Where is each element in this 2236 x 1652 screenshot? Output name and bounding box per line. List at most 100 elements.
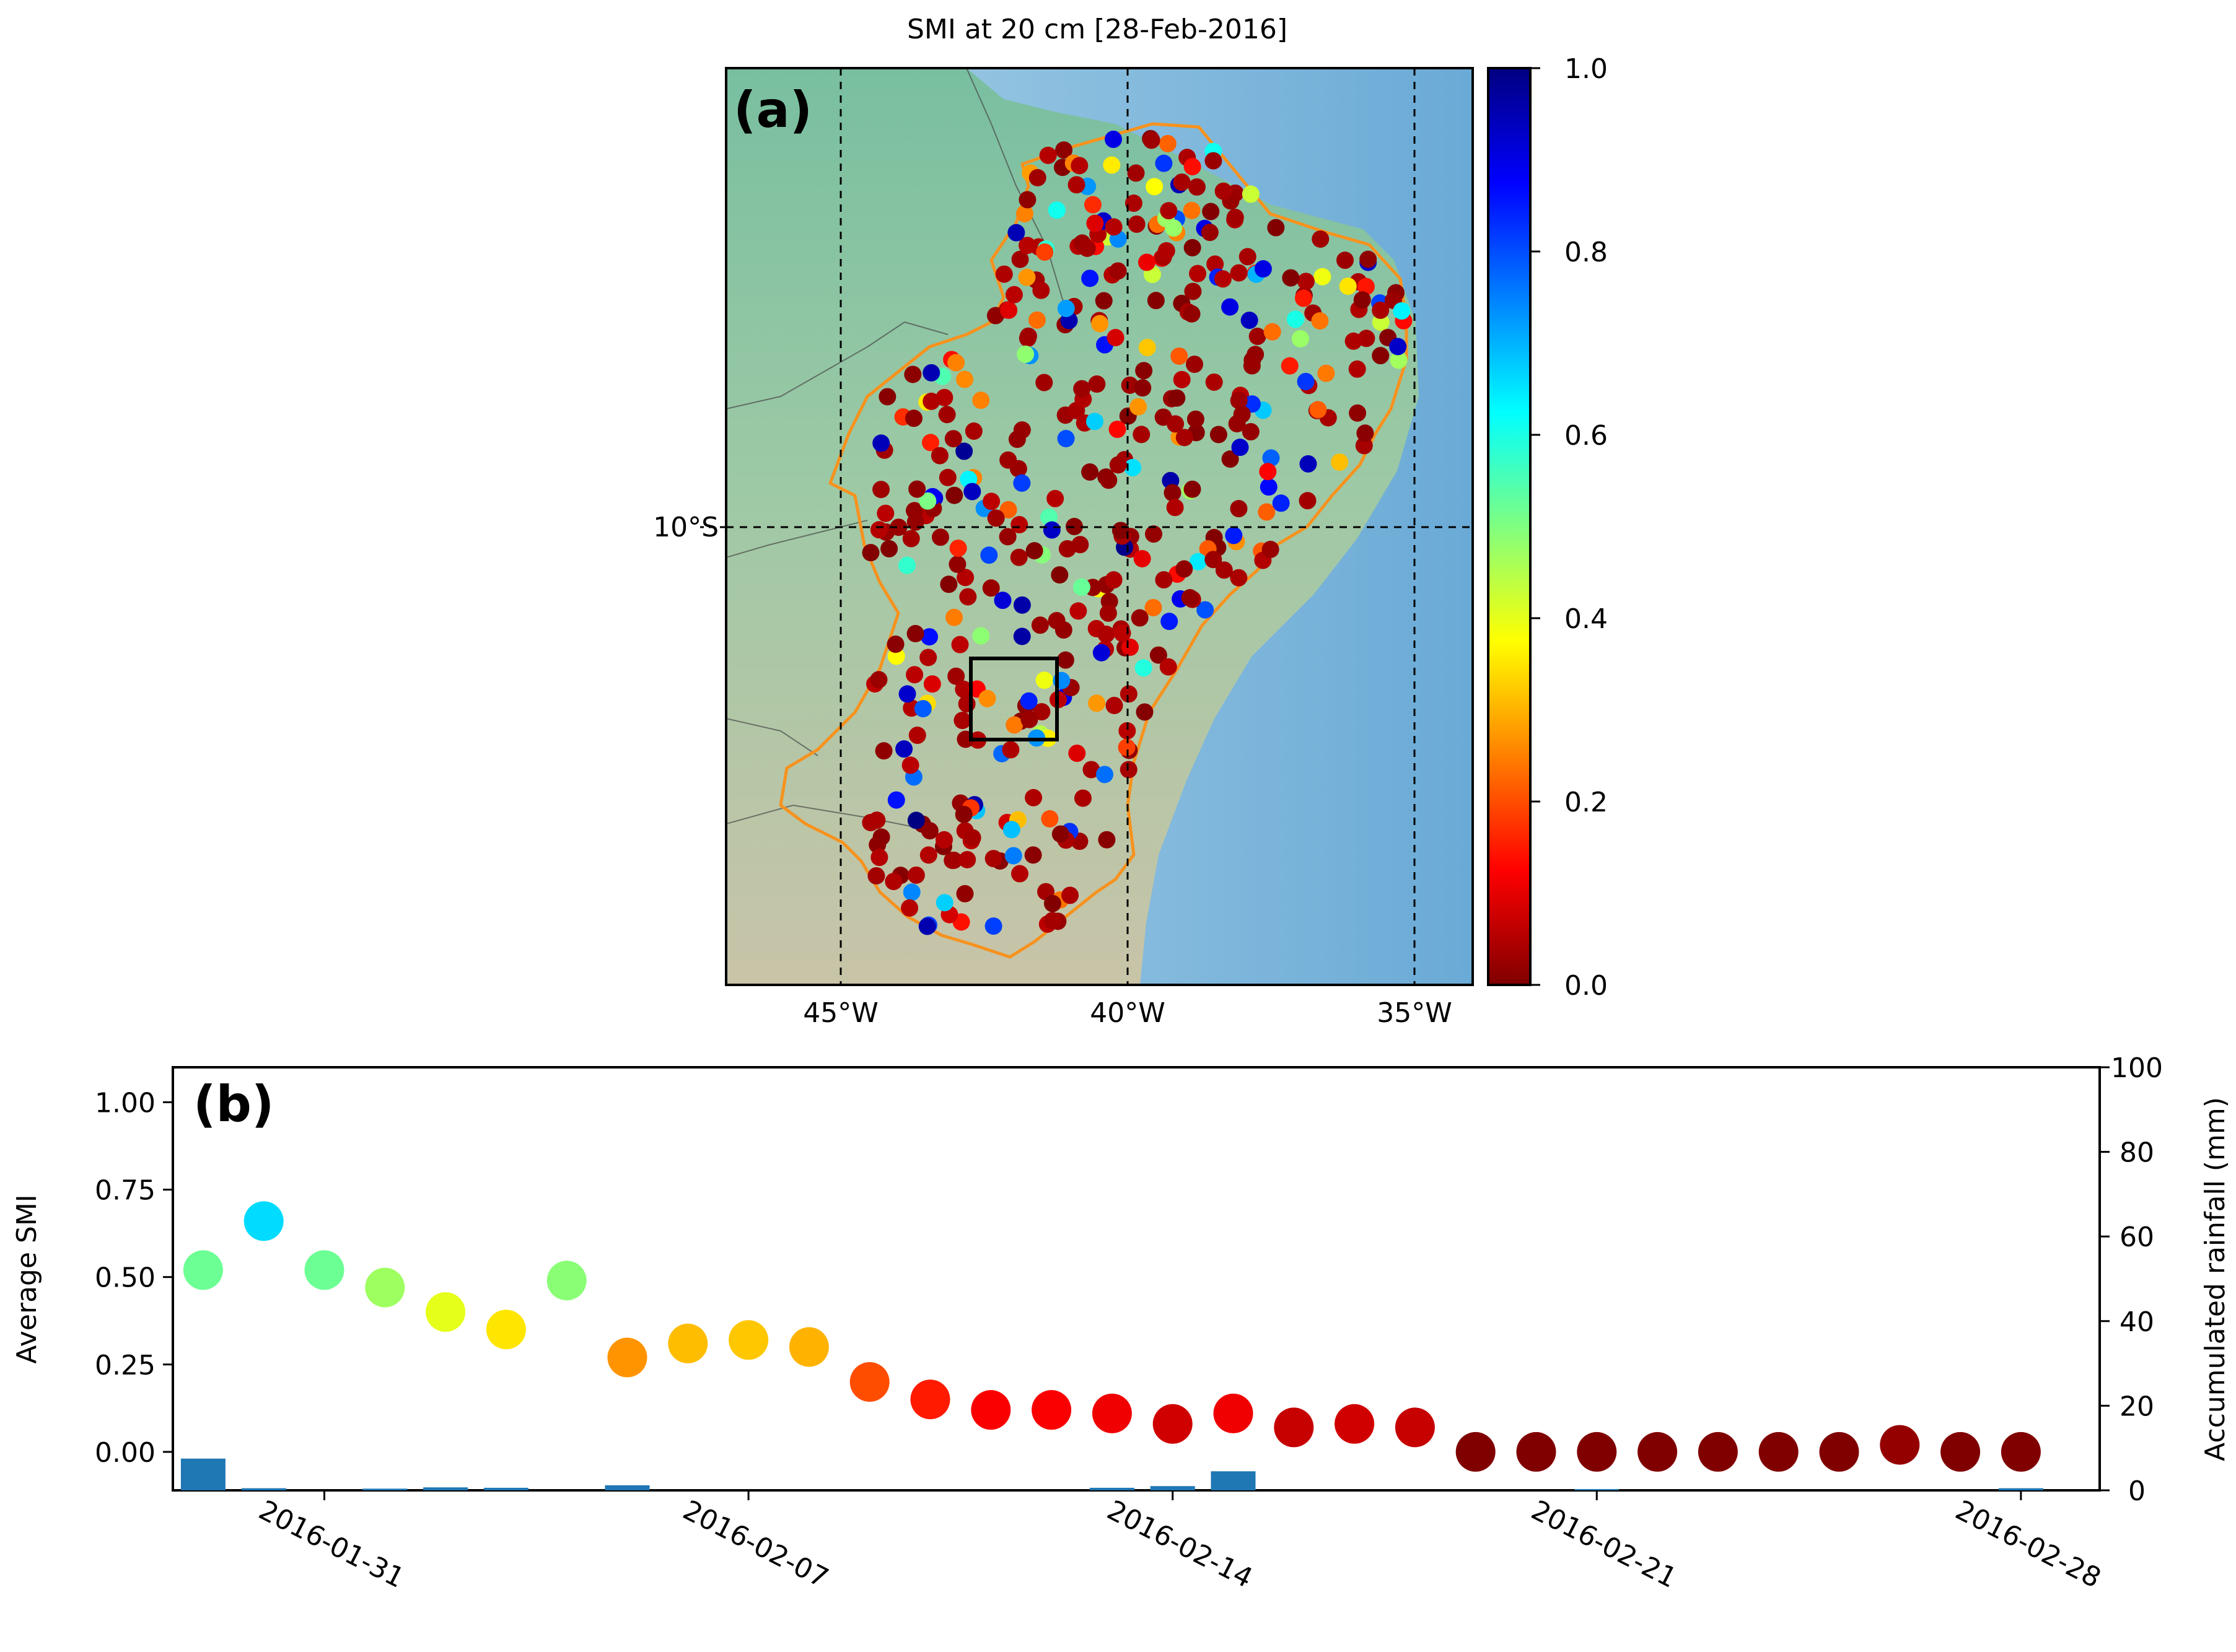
station-marker [1002, 821, 1020, 839]
station-marker [1188, 178, 1206, 196]
station-marker [983, 492, 1001, 510]
station-marker [1230, 500, 1248, 518]
station-marker [984, 917, 1002, 935]
station-marker [1294, 289, 1312, 307]
station-marker [1359, 250, 1377, 268]
station-marker [1204, 152, 1222, 170]
station-marker [1048, 201, 1066, 219]
station-marker [1204, 551, 1222, 569]
station-marker [898, 556, 916, 574]
station-marker [1105, 130, 1123, 148]
station-marker [940, 575, 958, 593]
station-marker [1389, 338, 1407, 356]
smi-point [1880, 1425, 1920, 1465]
station-marker [1011, 250, 1029, 268]
station-marker [1013, 627, 1031, 645]
station-marker [1025, 789, 1043, 806]
station-marker [1230, 569, 1248, 587]
station-marker [1221, 298, 1239, 316]
rainfall-bar [423, 1487, 468, 1490]
station-marker [931, 447, 949, 465]
station-marker [1109, 262, 1127, 280]
station-marker [1240, 312, 1258, 330]
station-marker [1168, 389, 1186, 407]
station-marker [1000, 301, 1018, 319]
station-marker [902, 530, 920, 548]
station-marker [959, 588, 977, 606]
station-marker [1020, 710, 1038, 728]
right-tick-label: 80 [2120, 1137, 2154, 1169]
station-marker [1317, 364, 1335, 382]
station-marker [1186, 356, 1203, 374]
station-marker [1142, 131, 1160, 149]
station-marker [984, 850, 1002, 868]
station-marker [1100, 471, 1118, 489]
station-marker [1073, 380, 1091, 398]
station-marker [1057, 299, 1075, 317]
station-marker [1282, 269, 1300, 287]
station-marker [980, 546, 998, 564]
station-marker [907, 866, 925, 884]
right-tick-label: 60 [2120, 1222, 2154, 1253]
station-marker [1120, 685, 1138, 703]
station-marker [1260, 478, 1278, 496]
station-marker [1031, 616, 1049, 634]
right-tick-label: 40 [2120, 1306, 2154, 1338]
station-marker [1129, 398, 1147, 416]
station-marker [1086, 214, 1104, 232]
station-marker [905, 409, 923, 427]
colorbar-tick-label: 1.0 [1564, 53, 1608, 85]
station-marker [955, 805, 973, 823]
station-marker [1149, 646, 1167, 664]
station-marker [1019, 191, 1037, 209]
station-marker [1155, 154, 1173, 172]
station-marker [1281, 357, 1299, 375]
smi-point [910, 1379, 950, 1420]
left-axis-ticks: 0.00 0.25 0.50 0.75 1.00 [95, 1087, 173, 1469]
station-marker [898, 685, 916, 703]
lon-label-45w: 45°W [803, 997, 879, 1029]
station-marker [1092, 644, 1110, 662]
station-marker [1230, 391, 1248, 409]
station-marker [1167, 415, 1185, 433]
x-tick-label: 2016-02-28 [1950, 1494, 2106, 1594]
station-marker [1262, 449, 1280, 467]
station-marker [1202, 203, 1220, 221]
station-marker [931, 528, 949, 546]
station-marker [995, 265, 1013, 283]
smi-point [1274, 1407, 1314, 1448]
smi-point [243, 1201, 284, 1241]
station-marker [901, 756, 919, 774]
colorbar-tick-label: 0.4 [1564, 603, 1608, 635]
station-marker [1214, 182, 1232, 200]
station-marker [1120, 761, 1138, 779]
station-marker [1206, 255, 1224, 273]
station-marker [1183, 480, 1201, 498]
station-marker [885, 873, 903, 891]
station-marker [1201, 224, 1219, 242]
station-marker [1390, 351, 1408, 369]
station-marker [1015, 204, 1033, 222]
station-marker [1339, 278, 1357, 295]
station-marker [1259, 463, 1277, 481]
y-axis-label-right: Accumulated rainfall (mm) [2199, 1097, 2231, 1461]
station-marker [1024, 846, 1042, 864]
map-area [726, 68, 1473, 985]
station-marker [862, 544, 880, 562]
station-marker [921, 434, 939, 452]
station-marker [1095, 766, 1113, 784]
station-marker [872, 828, 890, 846]
station-marker [1128, 215, 1146, 233]
colorbar [1487, 67, 1532, 986]
rainfall-bar [1150, 1486, 1195, 1490]
station-marker [1353, 291, 1371, 309]
station-marker [1144, 525, 1162, 543]
station-marker [982, 579, 1000, 597]
station-marker [1118, 722, 1136, 740]
station-marker [1105, 218, 1123, 236]
station-marker [1166, 499, 1184, 517]
station-marker [890, 518, 908, 536]
station-marker [1035, 671, 1053, 689]
station-marker [880, 540, 898, 557]
station-marker [987, 509, 1005, 527]
